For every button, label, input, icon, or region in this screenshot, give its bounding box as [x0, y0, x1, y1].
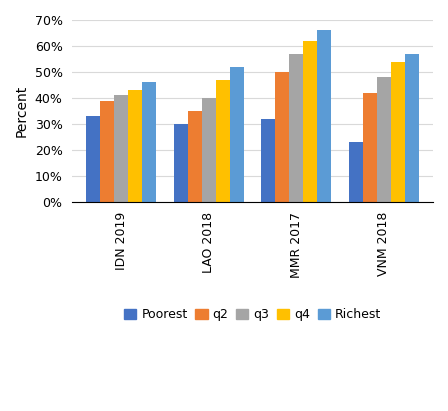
Bar [142, 83, 156, 202]
Bar [114, 95, 128, 202]
Bar [230, 67, 244, 202]
Bar [349, 142, 363, 202]
Bar [174, 124, 188, 202]
Bar [318, 30, 332, 202]
Bar [202, 98, 216, 202]
Bar [405, 54, 419, 202]
Bar [261, 119, 276, 202]
Bar [377, 77, 391, 202]
Bar [128, 90, 142, 202]
Bar [86, 116, 100, 202]
Bar [100, 101, 114, 202]
Bar [303, 41, 318, 202]
Bar [276, 72, 289, 202]
Y-axis label: Percent: Percent [15, 85, 29, 137]
Bar [289, 54, 303, 202]
Bar [188, 111, 202, 202]
Bar [363, 93, 377, 202]
Bar [391, 62, 405, 202]
Bar [216, 80, 230, 202]
Legend: Poorest, q2, q3, q4, Richest: Poorest, q2, q3, q4, Richest [119, 303, 387, 326]
